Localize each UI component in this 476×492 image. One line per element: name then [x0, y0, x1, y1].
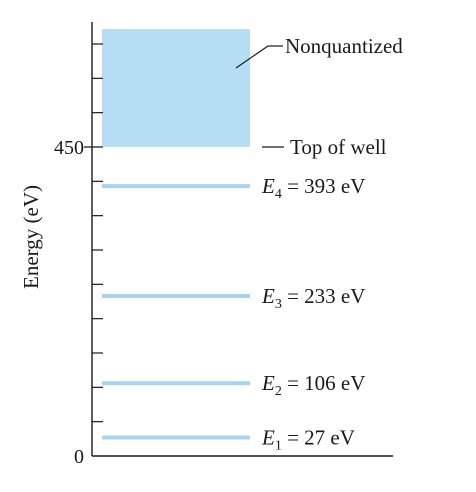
top-of-well-label: Top of well	[290, 135, 387, 159]
y-axis-title: Energy (eV)	[19, 185, 43, 289]
nonquantized-region	[102, 29, 250, 147]
y-tick-label: 450	[54, 137, 84, 159]
energy-level-label: E3 = 233 eV	[261, 284, 365, 312]
major-ticks: 0 450	[54, 137, 103, 468]
energy-level-label: E1 = 27 eV	[261, 425, 355, 453]
y-tick-label: 0	[74, 446, 84, 468]
energy-level-label: E2 = 106 eV	[261, 371, 365, 399]
nonquantized-label: Nonquantized	[285, 34, 403, 58]
energy-level-label: E4 = 393 eV	[261, 174, 365, 202]
energy-levels: E1 = 27 eV E2 = 106 eV E3 = 233 eV E4 = 393…	[102, 174, 365, 453]
nonquantized-leader-line	[235, 45, 269, 69]
minor-ticks	[92, 43, 103, 423]
